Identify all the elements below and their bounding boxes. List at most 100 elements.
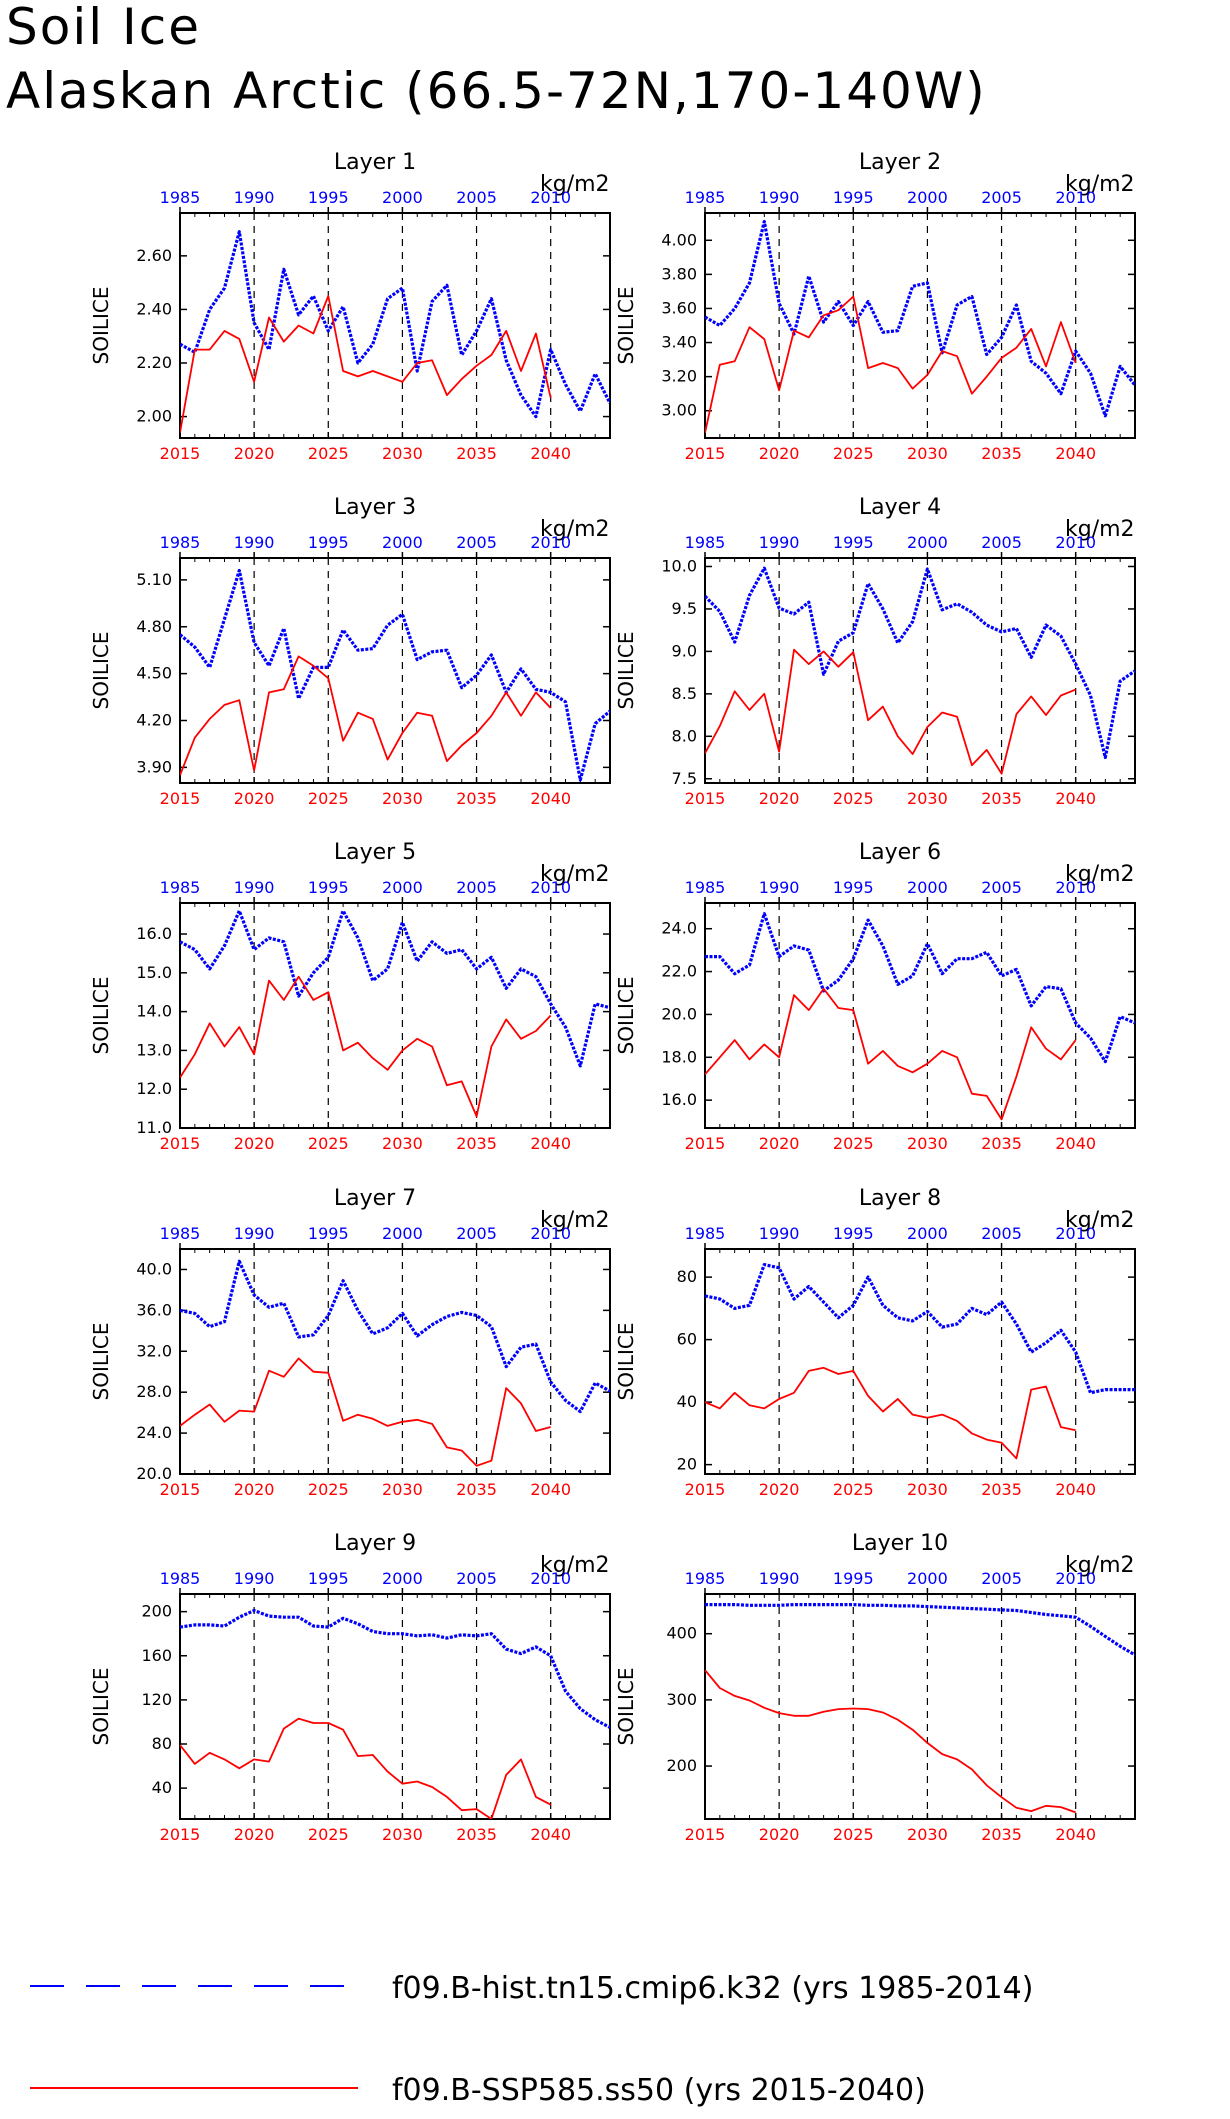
x-bottom-tick-label: 2015 — [160, 1480, 201, 1499]
y-tick-label: 400 — [666, 1624, 697, 1643]
x-top-tick-label: 1990 — [234, 533, 275, 552]
x-top-tick-label: 2010 — [530, 188, 571, 207]
series-ssp-line — [180, 975, 552, 1118]
figure-title-line1: Soil Ice — [6, 0, 201, 56]
y-tick-label: 32.0 — [136, 1341, 172, 1360]
panel-1: Layer 1 kg/m2 1985 1990 1995 2000 2005 2010 2015… — [89, 150, 611, 463]
x-top-tick-label: 2010 — [530, 1569, 571, 1588]
series-hist-line — [180, 568, 610, 782]
y-tick-label: 9.5 — [672, 599, 697, 618]
y-tick-label: 120 — [141, 1690, 172, 1709]
x-top-tick-label: 1990 — [234, 1224, 275, 1243]
x-top-tick-label: 1985 — [685, 1569, 726, 1588]
x-bottom-tick-label: 2040 — [530, 444, 571, 463]
x-top-tick-label: 1990 — [759, 1569, 800, 1588]
x-top-tick-label: 2005 — [456, 1224, 497, 1243]
x-bottom-tick-label: 2025 — [308, 444, 349, 463]
panel-2: Layer 2 kg/m2 1985 1990 1995 2000 2005 2010 2015… — [614, 150, 1136, 463]
x-top-tick-label: 2005 — [981, 533, 1022, 552]
x-top-tick-label: 1995 — [308, 1569, 349, 1588]
x-bottom-tick-label: 2020 — [759, 1134, 800, 1153]
x-bottom-tick-label: 2015 — [160, 789, 201, 808]
x-bottom-tick-label: 2025 — [833, 1134, 874, 1153]
x-top-tick-label: 2000 — [907, 533, 948, 552]
y-tick-label: 8.0 — [672, 726, 697, 745]
figure-title-line2: Alaskan Arctic (66.5-72N,170-140W) — [6, 62, 987, 120]
y-tick-label: 80 — [677, 1267, 697, 1286]
x-bottom-tick-label: 2020 — [759, 1480, 800, 1499]
series-ssp-line — [705, 295, 1077, 434]
y-tick-label: 3.90 — [136, 757, 172, 776]
series-hist-line — [705, 1602, 1135, 1657]
panel-title: Layer 1 — [334, 150, 416, 175]
x-bottom-tick-label: 2020 — [759, 1825, 800, 1844]
plot-frame — [704, 212, 1136, 439]
x-top-tick-label: 1985 — [685, 188, 726, 207]
x-top-tick-label: 1985 — [160, 188, 201, 207]
series-hist-line — [180, 1259, 610, 1414]
x-bottom-tick-label: 2035 — [456, 444, 497, 463]
x-top-tick-label: 1985 — [160, 878, 201, 897]
y-tick-label: 200 — [141, 1602, 172, 1621]
plot-frame — [704, 1593, 1136, 1820]
x-bottom-tick-label: 2025 — [308, 1134, 349, 1153]
y-axis-label: SOILICE — [614, 977, 638, 1055]
x-bottom-tick-label: 2030 — [382, 1134, 423, 1153]
y-tick-label: 2.00 — [136, 407, 172, 426]
series-ssp-line — [180, 655, 552, 776]
y-tick-label: 7.5 — [672, 769, 697, 788]
x-top-tick-label: 1990 — [759, 533, 800, 552]
units-label: kg/m2 — [1065, 1208, 1135, 1233]
units-label: kg/m2 — [540, 517, 610, 542]
x-top-tick-label: 1990 — [234, 188, 275, 207]
y-axis-label: SOILICE — [614, 632, 638, 710]
x-top-tick-label: 2000 — [382, 1224, 423, 1243]
x-bottom-tick-label: 2025 — [833, 789, 874, 808]
x-top-tick-label: 1985 — [160, 1224, 201, 1243]
y-tick-label: 40.0 — [136, 1259, 172, 1278]
panel-7: Layer 7 kg/m2 1985 1990 1995 2000 2005 2010 2015… — [89, 1186, 611, 1499]
y-tick-label: 2.40 — [136, 299, 172, 318]
x-bottom-tick-label: 2040 — [530, 1134, 571, 1153]
x-top-tick-label: 2010 — [530, 533, 571, 552]
x-top-tick-label: 1990 — [759, 878, 800, 897]
y-axis-label: SOILICE — [614, 1668, 638, 1746]
y-tick-label: 4.50 — [136, 664, 172, 683]
x-bottom-tick-label: 2035 — [981, 444, 1022, 463]
x-bottom-tick-label: 2030 — [382, 789, 423, 808]
panel-9: Layer 9 kg/m2 1985 1990 1995 2000 2005 2010 2015… — [89, 1531, 611, 1844]
y-tick-label: 36.0 — [136, 1300, 172, 1319]
y-tick-label: 300 — [666, 1690, 697, 1709]
x-bottom-tick-label: 2025 — [833, 444, 874, 463]
x-bottom-tick-label: 2020 — [234, 444, 275, 463]
series-hist-line — [705, 912, 1135, 1064]
y-tick-label: 80 — [152, 1734, 172, 1753]
x-top-tick-label: 2000 — [907, 1224, 948, 1243]
plot-frame — [704, 902, 1136, 1129]
y-tick-label: 20 — [677, 1455, 697, 1474]
y-tick-label: 22.0 — [661, 962, 697, 981]
panel-8: Layer 8 kg/m2 1985 1990 1995 2000 2005 2010 2015… — [614, 1186, 1136, 1499]
series-hist-line — [705, 566, 1135, 760]
y-tick-label: 4.20 — [136, 711, 172, 730]
plot-frame — [704, 557, 1136, 784]
y-tick-label: 28.0 — [136, 1382, 172, 1401]
y-tick-label: 160 — [141, 1646, 172, 1665]
x-bottom-tick-label: 2030 — [907, 444, 948, 463]
panel-title: Layer 3 — [334, 495, 416, 520]
y-tick-label: 20.0 — [661, 1004, 697, 1023]
y-tick-label: 9.0 — [672, 641, 697, 660]
panel-3: Layer 3 kg/m2 1985 1990 1995 2000 2005 2010 2015… — [89, 495, 611, 808]
y-tick-label: 2.20 — [136, 353, 172, 372]
x-bottom-tick-label: 2020 — [234, 1825, 275, 1844]
panel-grid: Layer 1 kg/m2 1985 1990 1995 2000 2005 2010 2015… — [89, 150, 1136, 1844]
x-bottom-tick-label: 2030 — [907, 1134, 948, 1153]
y-tick-label: 3.00 — [661, 401, 697, 420]
x-top-tick-label: 2005 — [981, 1224, 1022, 1243]
y-tick-label: 3.80 — [661, 264, 697, 283]
series-ssp-line — [705, 648, 1077, 775]
plot-frame — [179, 212, 611, 439]
x-bottom-tick-label: 2040 — [530, 789, 571, 808]
x-bottom-tick-label: 2035 — [981, 789, 1022, 808]
